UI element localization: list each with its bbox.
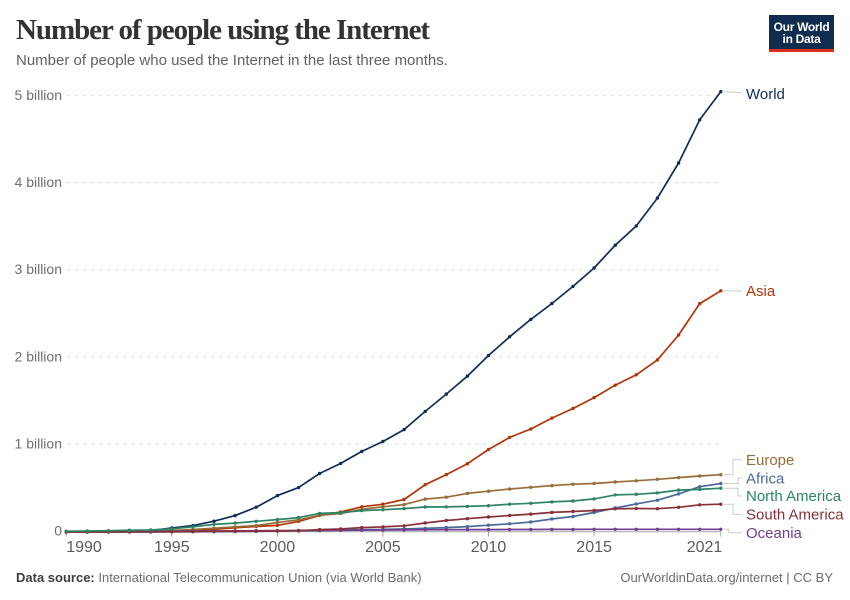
svg-text:Europe: Europe	[746, 452, 794, 469]
svg-text:2005: 2005	[365, 539, 401, 556]
svg-text:1995: 1995	[154, 539, 190, 556]
svg-text:South America: South America	[746, 507, 844, 524]
svg-text:2015: 2015	[576, 539, 612, 556]
svg-text:World: World	[746, 86, 785, 103]
svg-text:1990: 1990	[66, 539, 102, 556]
svg-text:3 billion: 3 billion	[15, 261, 62, 277]
svg-text:2 billion: 2 billion	[15, 348, 62, 364]
svg-text:Asia: Asia	[746, 283, 776, 300]
svg-text:2021: 2021	[687, 539, 723, 556]
svg-text:Africa: Africa	[746, 470, 785, 487]
svg-text:Oceania: Oceania	[746, 525, 803, 542]
svg-text:0: 0	[54, 523, 62, 539]
svg-text:2000: 2000	[260, 539, 296, 556]
svg-text:4 billion: 4 billion	[15, 174, 62, 190]
svg-text:2010: 2010	[471, 539, 507, 556]
svg-text:North America: North America	[746, 488, 842, 505]
svg-text:5 billion: 5 billion	[15, 87, 62, 103]
svg-text:1 billion: 1 billion	[15, 435, 62, 451]
